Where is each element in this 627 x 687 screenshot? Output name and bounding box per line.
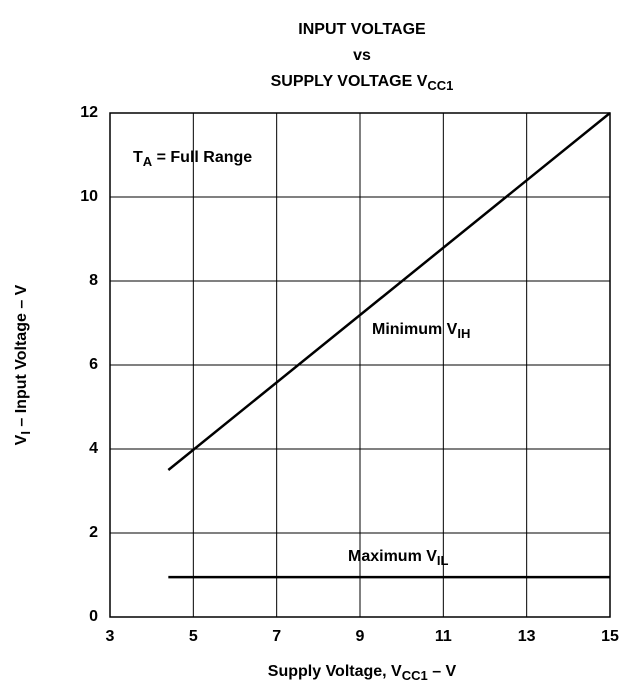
y-tick-label: 6: [89, 356, 98, 373]
chart-title-part: vs: [353, 47, 371, 64]
series-label: Maximum VIL: [348, 548, 449, 568]
chart-title-part: INPUT VOLTAGE: [298, 21, 426, 38]
x-tick-label: 13: [518, 628, 536, 645]
series-label-part: Maximum V: [348, 548, 437, 565]
y-axis-label-part: V: [13, 434, 30, 445]
x-axis-label-part: – V: [428, 663, 457, 680]
y-tick-label: 12: [80, 104, 98, 121]
series-line: [167, 112, 611, 471]
annotation-part: T: [133, 149, 143, 166]
x-tick-label: 11: [435, 628, 452, 645]
x-tick-label: 3: [106, 628, 115, 645]
chart-title: vs: [353, 47, 371, 64]
y-tick-label: 0: [89, 608, 98, 625]
y-axis-label: VI – Input Voltage – V: [13, 284, 33, 445]
x-axis-label-part: Supply Voltage, V: [268, 663, 402, 680]
y-axis-label-part: – Input Voltage – V: [13, 284, 30, 431]
y-tick-label: 4: [89, 440, 98, 457]
chart-title: SUPPLY VOLTAGE VCC1: [271, 73, 454, 93]
y-tick-label: 2: [89, 524, 98, 541]
x-axis-label-subscript: CC1: [402, 668, 428, 683]
series-label-subscript: IH: [457, 326, 470, 341]
series-label-part: Minimum V: [372, 321, 458, 338]
chart-title-part: SUPPLY VOLTAGE V: [271, 73, 428, 90]
x-tick-label: 7: [272, 628, 281, 645]
x-tick-label: 9: [356, 628, 365, 645]
x-tick-label: 15: [601, 628, 619, 645]
y-tick-label: 10: [80, 188, 98, 205]
y-axis-label-subscript: I: [18, 431, 33, 435]
annotation-part: = Full Range: [152, 149, 252, 166]
x-axis-label: Supply Voltage, VCC1 – V: [268, 663, 457, 683]
annotation: TA = Full Range: [133, 149, 252, 169]
x-tick-label: 5: [189, 628, 198, 645]
y-tick-label: 8: [89, 272, 98, 289]
annotation-subscript: A: [143, 154, 153, 169]
chart-title: INPUT VOLTAGE: [298, 21, 426, 38]
chart-title-subscript: CC1: [427, 78, 453, 93]
series-label-subscript: IL: [437, 553, 449, 568]
plot-frame: [109, 112, 611, 618]
series-label: Minimum VIH: [372, 321, 470, 341]
